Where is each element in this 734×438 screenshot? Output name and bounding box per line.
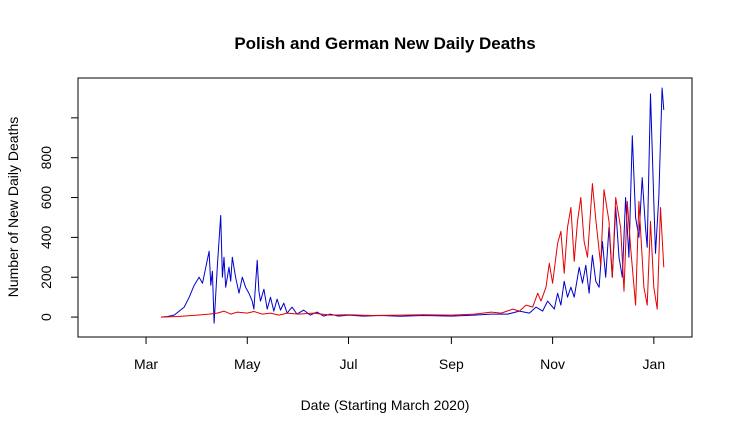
y-tick-label: 600 <box>38 186 54 210</box>
series-line-blue <box>160 87 665 324</box>
y-axis: 0 200 400 600 800 <box>38 117 78 321</box>
series-layer <box>160 87 665 324</box>
y-tick-label: 200 <box>38 265 54 289</box>
chart-title: Polish and German New Daily Deaths <box>234 34 535 53</box>
x-tick-label: Nov <box>540 356 565 372</box>
x-tick-label: May <box>234 356 260 372</box>
series-line-red <box>160 183 665 318</box>
x-axis-label: Date (Starting March 2020) <box>301 397 470 413</box>
x-tick-label: Jan <box>643 356 666 372</box>
x-tick-label: Jul <box>340 356 358 372</box>
x-tick-label: Mar <box>134 356 158 372</box>
y-axis-label: Number of New Daily Deaths <box>5 117 21 298</box>
y-tick-label: 800 <box>38 146 54 170</box>
y-tick-label: 0 <box>38 313 54 321</box>
x-tick-label: Sep <box>439 356 464 372</box>
x-axis: Mar May Jul Sep Nov Jan <box>134 337 665 372</box>
plot-box <box>77 77 693 338</box>
y-tick-label: 400 <box>38 225 54 249</box>
